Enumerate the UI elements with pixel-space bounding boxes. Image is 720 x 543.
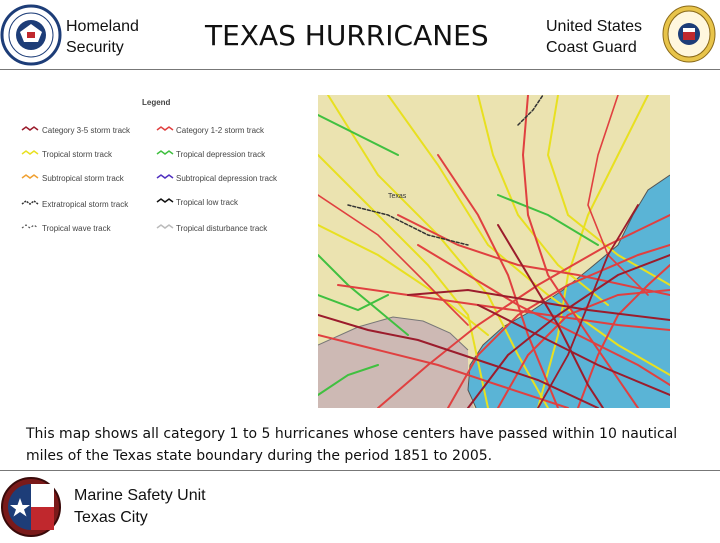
dhs-name-line2: Security	[66, 39, 124, 56]
dhs-org-name: Homeland Security	[66, 16, 139, 58]
map-state-border	[318, 316, 469, 351]
legend-label-dist: Tropical disturbance track	[176, 224, 268, 233]
map-gulf-water	[468, 175, 670, 408]
dhs-name-line1: Homeland	[66, 18, 139, 35]
hurricane-track-map: Texas	[318, 95, 670, 408]
storm-tracks	[318, 95, 670, 408]
footer-divider	[0, 470, 720, 471]
legend-swatch-low	[156, 198, 174, 203]
unit-name-line2: Texas City	[74, 509, 148, 526]
unit-name: Marine Safety Unit Texas City	[74, 485, 206, 529]
legend-label-std: Subtropical depression track	[176, 174, 277, 183]
legend-swatch-sts	[21, 174, 39, 179]
legend-title: Legend	[142, 98, 171, 107]
legend-swatch-wave	[21, 224, 39, 229]
uscg-org-name: United States Coast Guard	[546, 16, 642, 58]
legend-label-td: Tropical depression track	[176, 150, 266, 159]
unit-name-line1: Marine Safety Unit	[74, 487, 206, 504]
legend-label-low: Tropical low track	[176, 198, 238, 207]
legend-swatch-cat35	[21, 126, 39, 131]
legend-label-ts: Tropical storm track	[42, 150, 112, 159]
uscg-seal	[661, 4, 717, 64]
legend-swatch-cat12	[156, 126, 174, 131]
legend-swatch-dist	[156, 224, 174, 229]
map-caption: This map shows all category 1 to 5 hurri…	[26, 426, 678, 464]
header-divider	[0, 69, 720, 70]
map-mexico	[318, 317, 474, 408]
legend-swatches	[21, 126, 174, 229]
legend-swatch-ts	[21, 150, 39, 155]
legend-label-cat35: Category 3-5 storm track	[42, 126, 131, 135]
uscg-name-line1: United States	[546, 18, 643, 35]
dhs-seal	[0, 4, 62, 66]
legend-label-sts: Subtropical storm track	[42, 174, 124, 183]
legend-swatch-td	[156, 150, 174, 155]
legend-swatch-std	[156, 174, 174, 179]
legend-label-wave: Tropical wave track	[42, 224, 111, 233]
msu-texas-city-logo	[0, 476, 62, 538]
map-legend: Legend Category 3-5 storm track Category…	[20, 94, 315, 239]
page-title: TEXAS HURRICANES	[205, 19, 489, 52]
legend-swatch-ets	[21, 200, 39, 205]
legend-label-cat12: Category 1-2 storm track	[176, 126, 265, 135]
map-place-label: Texas	[388, 193, 407, 200]
uscg-name-line2: Coast Guard	[546, 39, 637, 56]
legend-label-ets: Extratropical storm track	[42, 200, 129, 209]
